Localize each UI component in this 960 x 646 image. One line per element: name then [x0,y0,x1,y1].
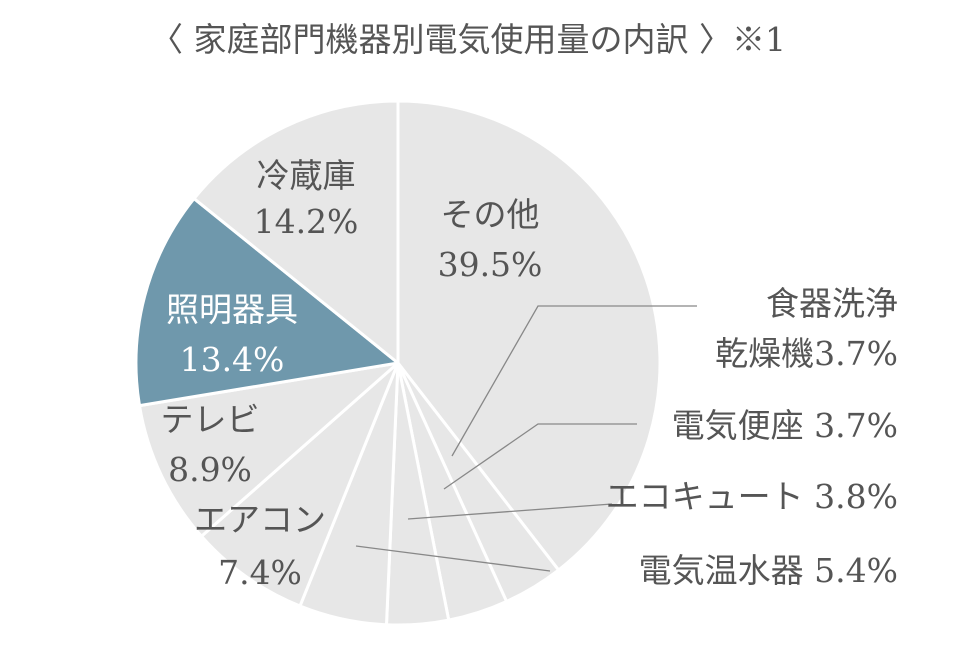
slice-label-1-line-1: その他 [441,195,540,234]
slice-label-1-line-2: 39.5% [438,245,543,284]
pie-slice-1 [396,99,662,572]
slice-label-2-line-1: 食器洗浄 [766,284,898,323]
slice-label-4-line-1: エコキュート 3.8% [606,477,898,516]
slice-label-7-line-2: 8.9% [168,450,252,489]
slice-label-8-line-1: 照明器具 [166,290,298,329]
leader-line-1 [451,305,697,457]
pie-slice-6 [199,361,400,608]
slice-label-2-line-2: 乾燥機3.7% [715,334,898,373]
pie-slice-9 [192,99,400,365]
pie-slice-7 [137,361,400,538]
slice-label-7-line-1: テレビ [161,400,260,439]
leader-line-2 [443,423,637,490]
slice-label-6-line-1: エアコン [194,500,326,539]
slice-label-5-line-1: 電気温水器 5.4% [639,551,898,590]
pie-slices [134,99,662,627]
leader-line-3 [407,503,613,520]
slice-label-3-line-1: 電気便座 3.7% [672,406,898,445]
leader-line-4 [355,545,551,572]
slice-label-8-line-2: 13.4% [180,340,285,379]
chart-title: 〈 家庭部門機器別電気使用量の内訳 〉※1 [150,20,786,59]
slice-label-9-line-2: 14.2% [254,202,359,241]
slice-label-9-line-1: 冷蔵庫 [257,156,356,195]
leader-lines [355,305,697,572]
pie-slice-8 [134,197,400,408]
slice-label-6-line-2: 7.4% [218,553,302,592]
